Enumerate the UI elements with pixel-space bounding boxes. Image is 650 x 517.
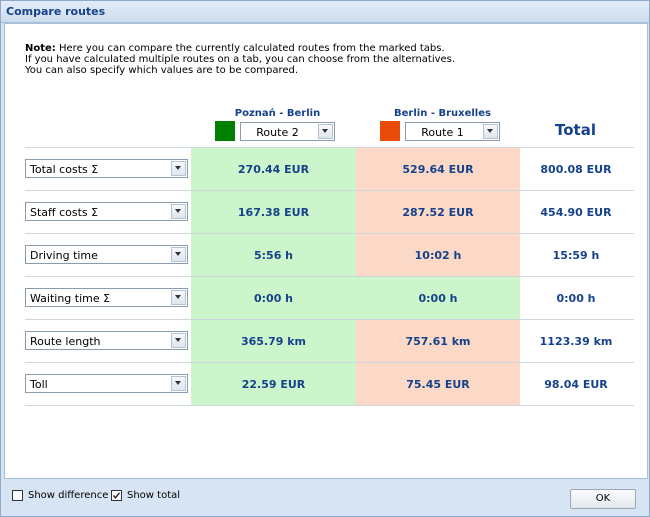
chevron-down-icon[interactable]: [171, 247, 186, 262]
row-divider: [25, 276, 634, 277]
row-3-column-2-value: 10:02 h: [414, 249, 462, 262]
chevron-down-icon[interactable]: [171, 376, 186, 391]
row-6-column-1-value: 22.59 EUR: [241, 378, 306, 391]
row-2-column-1-value: 167.38 EUR: [237, 206, 310, 219]
row-divider: [25, 147, 634, 148]
row-4-column-2-background: [356, 277, 520, 319]
chevron-down-icon[interactable]: [171, 161, 186, 176]
note-text: Note: Here you can compare the currently…: [25, 43, 455, 76]
row-1-column-1-value: 270.44 EUR: [237, 163, 310, 176]
row-3-metric-value: Driving time: [30, 249, 98, 262]
chevron-down-icon[interactable]: [171, 290, 186, 305]
title-bar: Compare routes: [1, 1, 649, 23]
show-difference-checkbox[interactable]: [12, 490, 23, 501]
row-5-column-2-value: 757.61 km: [405, 335, 471, 348]
row-4-column-1-value: 0:00 h: [253, 292, 294, 305]
row-4-total-value: 0:00 h: [556, 292, 596, 305]
column-1-color-swatch: [215, 121, 235, 141]
note-line-3: You can also specify which values are to…: [25, 65, 299, 76]
row-4-column-2-value: 0:00 h: [418, 292, 458, 305]
row-3-metric-select[interactable]: Driving time: [25, 245, 188, 264]
ok-button[interactable]: OK: [570, 489, 636, 509]
row-6-metric-select[interactable]: Toll: [25, 374, 188, 393]
row-divider: [25, 190, 634, 191]
chevron-down-icon[interactable]: [171, 333, 186, 348]
column-1-route-value: Route 2: [256, 126, 299, 139]
row-5-metric-value: Route length: [30, 335, 101, 348]
content-panel: Note: Here you can compare the currently…: [4, 23, 648, 479]
show-difference-label[interactable]: Show difference: [28, 490, 109, 501]
row-4-metric-value: Waiting time Σ: [30, 292, 111, 305]
row-divider: [25, 405, 634, 406]
row-1-total-value: 800.08 EUR: [540, 163, 612, 176]
chevron-down-icon[interactable]: [483, 124, 498, 139]
show-total-checkbox[interactable]: [111, 490, 122, 501]
row-1-metric-value: Total costs Σ: [30, 163, 99, 176]
row-2-metric-value: Staff costs Σ: [30, 206, 99, 219]
column-2-route-select[interactable]: Route 1: [405, 122, 500, 141]
row-6-metric-value: Toll: [30, 378, 48, 391]
note-label: Note:: [25, 43, 56, 54]
row-1-metric-select[interactable]: Total costs Σ: [25, 159, 188, 178]
row-2-metric-select[interactable]: Staff costs Σ: [25, 202, 188, 221]
column-2-title: Berlin - Bruxelles: [394, 108, 491, 119]
row-divider: [25, 319, 634, 320]
column-2-color-swatch: [380, 121, 400, 141]
row-3-column-1-value: 5:56 h: [253, 249, 294, 262]
checkmark-icon: [112, 492, 121, 499]
note-line-2: If you have calculated multiple routes o…: [25, 54, 456, 65]
row-5-metric-select[interactable]: Route length: [25, 331, 188, 350]
row-4-metric-select[interactable]: Waiting time Σ: [25, 288, 188, 307]
row-2-column-2-value: 287.52 EUR: [402, 206, 474, 219]
row-6-column-2-value: 75.45 EUR: [406, 378, 470, 391]
column-1-title: Poznań - Berlin: [234, 108, 321, 119]
row-6-total-value: 98.04 EUR: [544, 378, 608, 391]
row-5-column-1-value: 365.79 km: [240, 335, 307, 348]
row-3-total-value: 15:59 h: [552, 249, 600, 262]
row-5-total-value: 1123.39 km: [539, 335, 613, 348]
row-1-column-2-value: 529.64 EUR: [402, 163, 474, 176]
chevron-down-icon[interactable]: [171, 204, 186, 219]
row-divider: [25, 233, 634, 234]
row-2-total-value: 454.90 EUR: [540, 206, 612, 219]
note-line-1: Here you can compare the currently calcu…: [59, 43, 445, 54]
total-column-title: Total: [555, 121, 596, 139]
column-2-route-value: Route 1: [421, 126, 464, 139]
column-1-route-select[interactable]: Route 2: [240, 122, 335, 141]
show-total-label[interactable]: Show total: [127, 490, 181, 501]
window-title: Compare routes: [6, 5, 106, 18]
row-divider: [25, 362, 634, 363]
chevron-down-icon[interactable]: [318, 124, 333, 139]
